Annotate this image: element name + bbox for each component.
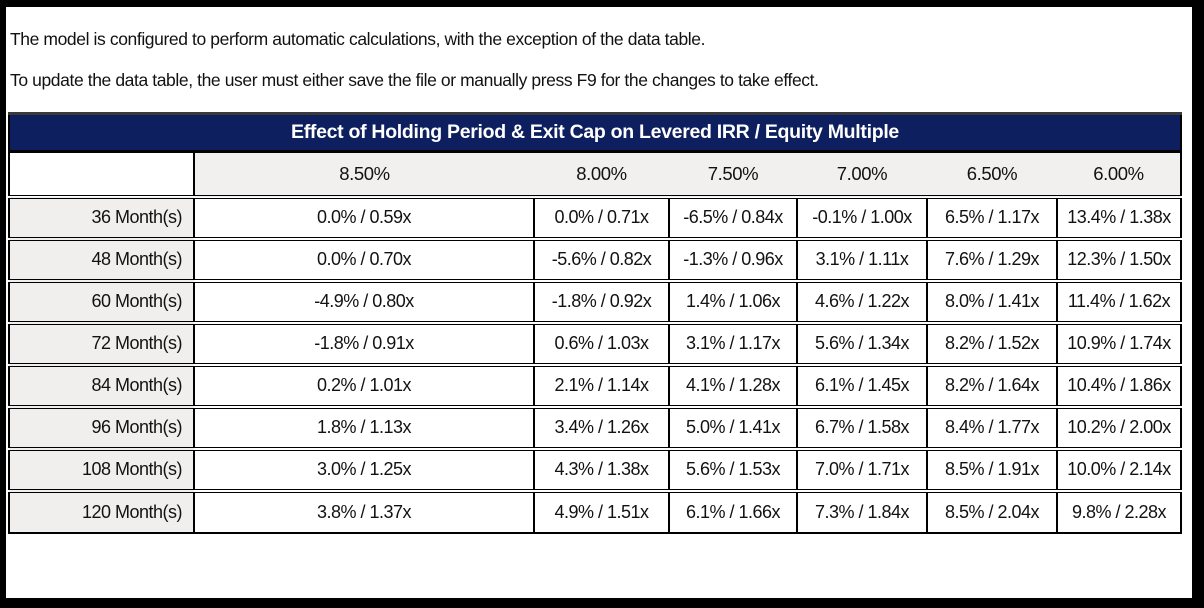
cell-irr-multiple[interactable]: 10.0% / 2.14x [1056, 446, 1182, 491]
table-row-48-months: 48 Month(s) 0.0% / 0.70x -5.6% / 0.82x -… [9, 236, 1182, 281]
cell-irr-multiple[interactable]: 1.8% / 1.13x [193, 404, 535, 449]
column-header-exit-cap-6[interactable]: 6.00% [1057, 151, 1181, 199]
cell-irr-multiple[interactable]: 12.3% / 1.50x [1056, 236, 1182, 281]
table-row-72-months: 72 Month(s) -1.8% / 0.91x 0.6% / 1.03x 3… [9, 320, 1182, 365]
cell-irr-multiple[interactable]: 0.0% / 0.71x [533, 196, 670, 239]
cell-irr-multiple[interactable]: 3.1% / 1.11x [796, 236, 928, 281]
row-label[interactable]: 48 Month(s) [9, 236, 195, 281]
column-header-exit-cap-2[interactable]: 8.00% [534, 151, 669, 199]
row-label[interactable]: 120 Month(s) [9, 488, 195, 533]
cell-irr-multiple[interactable]: -5.6% / 0.82x [533, 236, 670, 281]
cell-irr-multiple[interactable]: -0.1% / 1.00x [796, 196, 928, 239]
cell-irr-multiple[interactable]: 3.4% / 1.26x [533, 404, 670, 449]
cell-irr-multiple[interactable]: 6.1% / 1.66x [668, 488, 798, 533]
sensitivity-table: Effect of Holding Period & Exit Cap on L… [8, 112, 1182, 534]
cell-irr-multiple[interactable]: 4.6% / 1.22x [796, 278, 928, 323]
cell-irr-multiple[interactable]: -1.8% / 0.91x [193, 320, 535, 365]
table-row-120-months: 120 Month(s) 3.8% / 1.37x 4.9% / 1.51x 6… [9, 488, 1182, 533]
note-line-1: The model is configured to perform autom… [10, 29, 706, 49]
column-header-exit-cap-3[interactable]: 7.50% [669, 151, 797, 199]
cell-irr-multiple[interactable]: 0.0% / 0.70x [193, 236, 535, 281]
cell-irr-multiple[interactable]: 5.6% / 1.53x [668, 446, 798, 491]
cell-irr-multiple[interactable]: 3.8% / 1.37x [193, 488, 535, 533]
cell-irr-multiple[interactable]: 9.8% / 2.28x [1056, 488, 1182, 533]
note-line-2: To update the data table, the user must … [10, 69, 819, 90]
column-header-exit-cap-1[interactable]: 8.50% [194, 151, 534, 199]
cell-irr-multiple[interactable]: 0.6% / 1.03x [533, 320, 670, 365]
cell-irr-multiple[interactable]: 7.3% / 1.84x [796, 488, 928, 533]
table-title[interactable]: Effect of Holding Period & Exit Cap on L… [9, 113, 1181, 153]
row-label[interactable]: 108 Month(s) [9, 446, 195, 491]
table-row-60-months: 60 Month(s) -4.9% / 0.80x -1.8% / 0.92x … [9, 278, 1182, 323]
cell-irr-multiple[interactable]: 8.2% / 1.52x [926, 320, 1058, 365]
cell-irr-multiple[interactable]: 3.0% / 1.25x [193, 446, 535, 491]
cell-irr-multiple[interactable]: -1.8% / 0.92x [533, 278, 670, 323]
row-label[interactable]: 36 Month(s) [9, 196, 195, 239]
cell-irr-multiple[interactable]: 8.2% / 1.64x [926, 362, 1058, 407]
cell-irr-multiple[interactable]: 6.1% / 1.45x [796, 362, 928, 407]
cell-irr-multiple[interactable]: 3.1% / 1.17x [668, 320, 798, 365]
cell-irr-multiple[interactable]: 4.3% / 1.38x [533, 446, 670, 491]
column-header-row: 8.50% 8.00% 7.50% 7.00% 6.50% 6.00% [9, 151, 1181, 199]
row-label[interactable]: 96 Month(s) [9, 404, 195, 449]
row-label[interactable]: 60 Month(s) [9, 278, 195, 323]
row-label[interactable]: 84 Month(s) [9, 362, 195, 407]
cell-irr-multiple[interactable]: 4.1% / 1.28x [668, 362, 798, 407]
cell-irr-multiple[interactable]: 5.6% / 1.34x [796, 320, 928, 365]
cell-irr-multiple[interactable]: 7.0% / 1.71x [796, 446, 928, 491]
cell-irr-multiple[interactable]: 11.4% / 1.62x [1056, 278, 1182, 323]
cell-irr-multiple[interactable]: 0.2% / 1.01x [193, 362, 535, 407]
cell-irr-multiple[interactable]: 10.9% / 1.74x [1056, 320, 1182, 365]
table-row-96-months: 96 Month(s) 1.8% / 1.13x 3.4% / 1.26x 5.… [9, 404, 1182, 449]
cell-irr-multiple[interactable]: 13.4% / 1.38x [1056, 196, 1182, 239]
cell-irr-multiple[interactable]: 8.0% / 1.41x [926, 278, 1058, 323]
cell-irr-multiple[interactable]: -1.3% / 0.96x [668, 236, 798, 281]
cell-irr-multiple[interactable]: 10.2% / 2.00x [1056, 404, 1182, 449]
cell-irr-multiple[interactable]: 4.9% / 1.51x [533, 488, 670, 533]
cell-irr-multiple[interactable]: -6.5% / 0.84x [668, 196, 798, 239]
notes-block: The model is configured to perform autom… [6, 7, 1192, 89]
cell-irr-multiple[interactable]: 5.0% / 1.41x [668, 404, 798, 449]
cell-irr-multiple[interactable]: 6.7% / 1.58x [796, 404, 928, 449]
cell-irr-multiple[interactable]: 10.4% / 1.86x [1056, 362, 1182, 407]
table-row-36-months: 36 Month(s) 0.0% / 0.59x 0.0% / 0.71x -6… [9, 196, 1182, 239]
table-row-108-months: 108 Month(s) 3.0% / 1.25x 4.3% / 1.38x 5… [9, 446, 1182, 491]
cell-irr-multiple[interactable]: 2.1% / 1.14x [533, 362, 670, 407]
cell-irr-multiple[interactable]: 8.4% / 1.77x [926, 404, 1058, 449]
table-row-84-months: 84 Month(s) 0.2% / 1.01x 2.1% / 1.14x 4.… [9, 362, 1182, 407]
column-header-exit-cap-5[interactable]: 6.50% [927, 151, 1057, 199]
cell-irr-multiple[interactable]: -4.9% / 0.80x [193, 278, 535, 323]
cell-irr-multiple[interactable]: 7.6% / 1.29x [926, 236, 1058, 281]
cell-irr-multiple[interactable]: 6.5% / 1.17x [926, 196, 1058, 239]
cell-irr-multiple[interactable]: 0.0% / 0.59x [193, 196, 535, 239]
cell-irr-multiple[interactable]: 8.5% / 1.91x [926, 446, 1058, 491]
cell-irr-multiple[interactable]: 8.5% / 2.04x [926, 488, 1058, 533]
column-header-exit-cap-4[interactable]: 7.00% [797, 151, 927, 199]
corner-cell[interactable] [9, 151, 195, 199]
table-title-row: Effect of Holding Period & Exit Cap on L… [9, 113, 1181, 153]
cell-irr-multiple[interactable]: 1.4% / 1.06x [668, 278, 798, 323]
row-label[interactable]: 72 Month(s) [9, 320, 195, 365]
